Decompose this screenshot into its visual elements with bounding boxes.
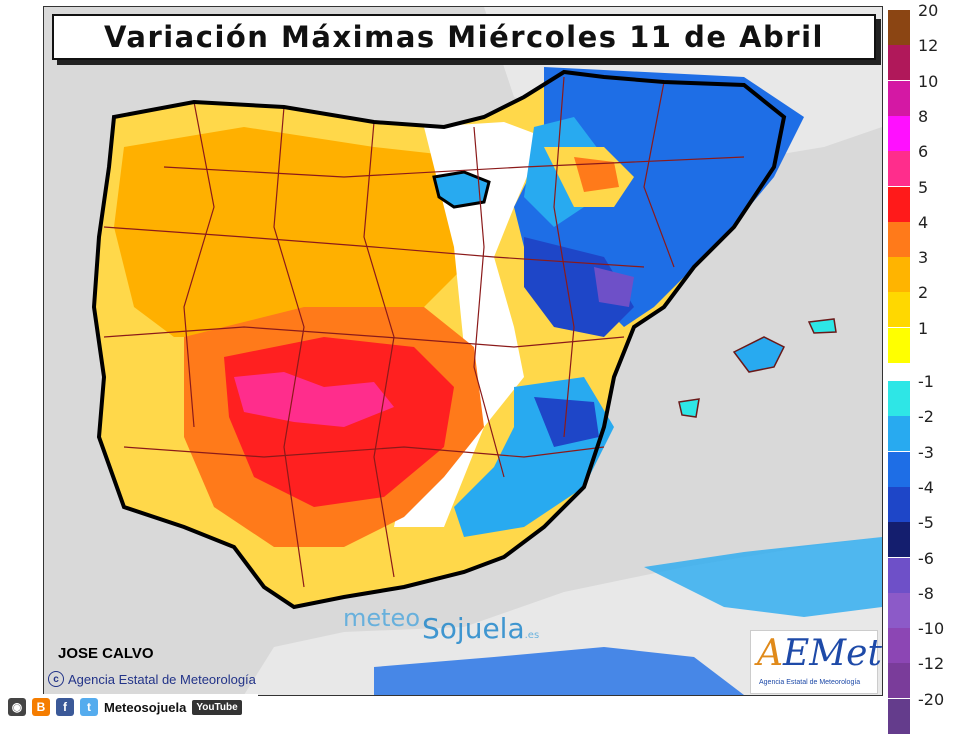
- legend-item: 12: [888, 36, 958, 81]
- map-title: Variación Máximas Miércoles 11 de Abril: [104, 20, 824, 54]
- province-borders: [103, 76, 745, 588]
- legend-item: -12: [888, 654, 958, 699]
- legend-item: -4: [888, 478, 958, 522]
- legend-swatch: [888, 522, 910, 558]
- legend-item: 4: [888, 213, 958, 257]
- aemet-logo-a: A: [757, 633, 783, 674]
- legend-swatch: [888, 45, 910, 81]
- legend-swatch: [888, 10, 910, 45]
- legend-label: -20: [918, 689, 945, 709]
- legend-label: 3: [918, 248, 929, 268]
- social-name[interactable]: Meteosojuela: [104, 699, 187, 715]
- iberia-coastline: [91, 69, 787, 610]
- legend-label: 10: [918, 71, 939, 91]
- legend-item: -8: [888, 584, 958, 628]
- watermark-part2: Sojuela: [422, 612, 525, 645]
- color-legend: 20 12 10 8 6 5 4 3 2 1 -1 -2 -3 -4 -5 -6 -8 -10 -12 -20: [888, 1, 958, 734]
- la-rioja-outline: [432, 170, 491, 209]
- watermark-logo: meteo Sojuela .es: [343, 600, 539, 645]
- darkblue-teruel: [524, 237, 634, 337]
- temperature-map: [43, 6, 883, 696]
- sea-anomaly-south: [644, 537, 882, 617]
- legend-item: 10: [888, 72, 958, 116]
- legend-swatch: [888, 592, 910, 628]
- darkblue-murcia: [534, 397, 599, 447]
- legend-item: -3: [888, 443, 958, 487]
- purple-spot: [594, 267, 634, 307]
- sea-anomaly-africa: [374, 647, 744, 695]
- blogger-icon[interactable]: B: [32, 698, 50, 716]
- legend-label: 8: [918, 106, 929, 126]
- legend-swatch: [888, 327, 910, 363]
- legend-item: 8: [888, 107, 958, 151]
- twitter-icon[interactable]: t: [80, 698, 98, 716]
- legend-swatch: [888, 663, 910, 699]
- author-label: JOSE CALVO: [58, 645, 154, 662]
- youtube-icon[interactable]: YouTube: [192, 699, 242, 715]
- social-bar: ◉ B f t Meteosojuela YouTube: [0, 694, 258, 720]
- legend-label: -2: [918, 407, 934, 427]
- legend-item: 1: [888, 319, 958, 363]
- legend-item: 2: [888, 283, 958, 328]
- legend-label: -3: [918, 442, 934, 462]
- orange-north: [114, 127, 474, 337]
- title-box: Variación Máximas Miércoles 11 de Abril: [52, 14, 876, 60]
- facebook-icon[interactable]: f: [56, 698, 74, 716]
- legend-label: 12: [918, 36, 939, 56]
- legend-swatch: [888, 486, 910, 522]
- legend-label: 1: [918, 318, 929, 338]
- legend-swatch: [888, 151, 910, 187]
- legend-swatch: [888, 257, 910, 293]
- legend-item: 6: [888, 142, 958, 187]
- aemet-subtitle: Agencia Estatal de Meteorología: [759, 679, 861, 686]
- legend-swatch: [888, 292, 910, 328]
- legend-item: -20: [888, 690, 958, 734]
- credit-text: Agencia Estatal de Meteorología: [68, 671, 256, 687]
- ibiza: [678, 398, 700, 418]
- legend-swatch: [888, 221, 910, 257]
- copyright-icon: c: [48, 671, 64, 687]
- legend-label: -1: [918, 372, 934, 391]
- legend-swatch: [888, 557, 910, 593]
- watermark-part1: meteo: [343, 604, 421, 632]
- legend-swatch: [888, 381, 910, 416]
- map-graphic: [44, 7, 882, 695]
- legend-item: 20: [888, 1, 958, 45]
- legend-swatch: [888, 698, 910, 734]
- mallorca: [732, 336, 786, 373]
- legend-label: 2: [918, 283, 929, 303]
- legend-item: -10: [888, 619, 958, 664]
- credit-line: c Agencia Estatal de Meteorología: [48, 671, 256, 687]
- legend-label: -12: [918, 654, 945, 674]
- legend-label: 5: [918, 177, 929, 197]
- aemet-logo-box: AEMet Agencia Estatal de Meteorología: [750, 630, 882, 694]
- legend-label: 20: [918, 1, 939, 20]
- legend-swatch: [888, 451, 910, 487]
- legend-item: 3: [888, 248, 958, 293]
- legend-swatch: [888, 416, 910, 452]
- legend-swatch: [888, 80, 910, 116]
- legend-label: 4: [918, 212, 929, 232]
- legend-item: -5: [888, 513, 958, 558]
- legend-item: 5: [888, 178, 958, 222]
- legend-item: -6: [888, 549, 958, 593]
- legend-swatch: [888, 628, 910, 664]
- orange-zaragoza: [574, 157, 619, 192]
- legend-swatch: [888, 115, 910, 151]
- legend-swatch: [888, 186, 910, 222]
- legend-label: -6: [918, 548, 934, 568]
- legend-label: -8: [918, 583, 934, 603]
- legend-item: -1: [888, 372, 958, 416]
- instagram-icon[interactable]: ◉: [8, 698, 26, 716]
- watermark-suffix: .es: [524, 630, 540, 641]
- legend-label: -4: [918, 477, 934, 497]
- pink-core: [234, 372, 394, 427]
- legend-item: -2: [888, 407, 958, 452]
- legend-label: 6: [918, 142, 929, 162]
- menorca: [807, 318, 837, 334]
- aemet-logo: AEMet: [757, 633, 882, 674]
- legend-label: -10: [918, 619, 945, 639]
- aemet-logo-rest: EMet: [783, 633, 882, 674]
- legend-label: -5: [918, 513, 934, 533]
